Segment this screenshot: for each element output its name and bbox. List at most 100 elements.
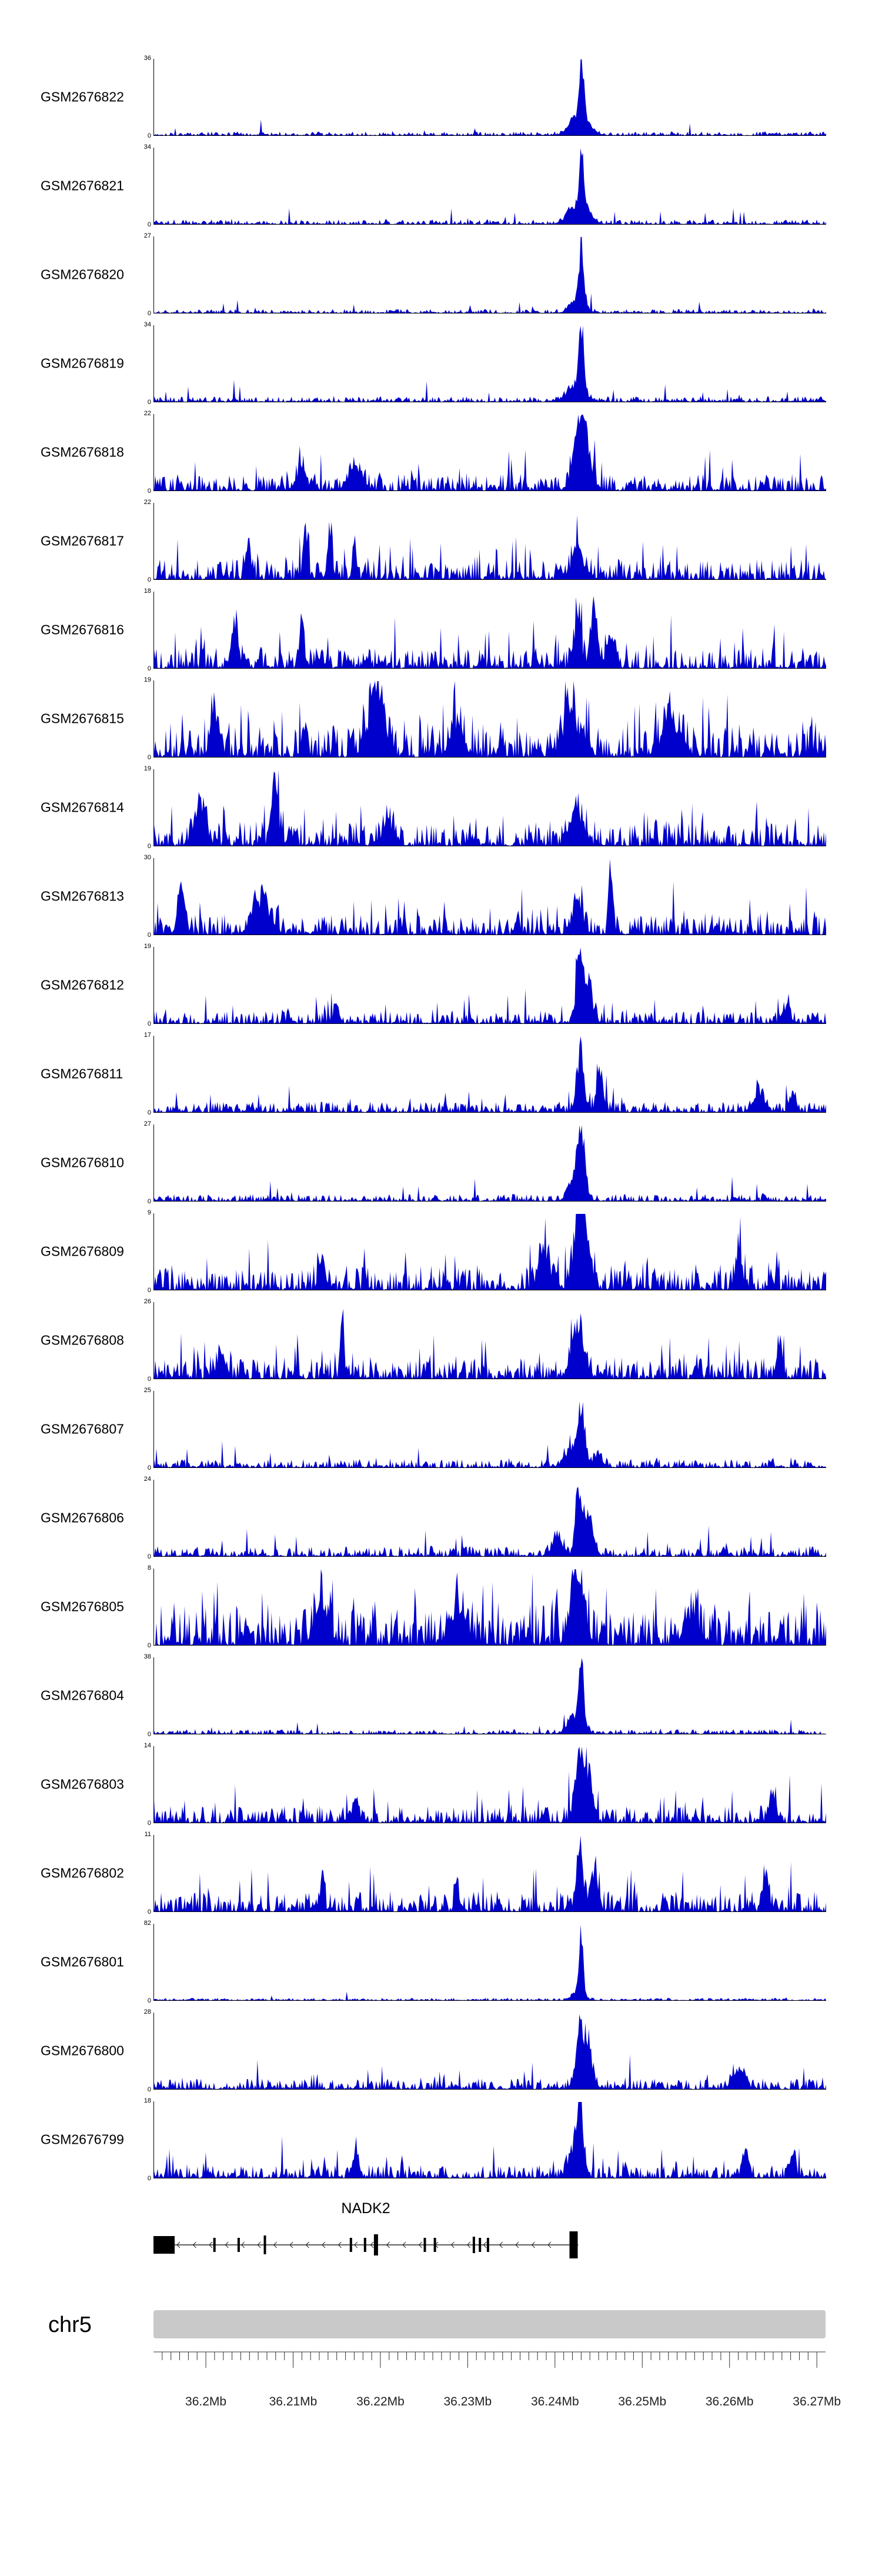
signal-plot bbox=[154, 1658, 826, 1734]
track-label: GSM2676817 bbox=[41, 533, 124, 549]
gene-exon bbox=[472, 2237, 475, 2253]
signal-plot bbox=[154, 2014, 826, 2089]
y-axis-max-label: 19 bbox=[143, 676, 151, 683]
signal-plot bbox=[154, 1924, 826, 2000]
signal-area bbox=[154, 681, 826, 757]
coverage-track: GSM2676801 82 0 bbox=[0, 1912, 882, 2004]
coverage-track: GSM2676802 11 0 bbox=[0, 1823, 882, 1916]
y-axis-zero-label: 0 bbox=[147, 932, 151, 939]
track-plot: 18 0 bbox=[144, 588, 826, 672]
y-axis-max-label: 24 bbox=[143, 1476, 151, 1483]
gene-exon bbox=[213, 2238, 216, 2252]
strand-arrow-left-icon bbox=[354, 2241, 358, 2248]
track-label: GSM2676808 bbox=[41, 1332, 124, 1348]
coverage-track: GSM2676799 18 0 bbox=[0, 2090, 882, 2182]
y-axis-max-label: 18 bbox=[143, 2097, 151, 2104]
track-label: GSM2676809 bbox=[41, 1243, 124, 1259]
coverage-track: GSM2676810 27 0 bbox=[0, 1113, 882, 1205]
signal-plot bbox=[154, 1036, 826, 1112]
track-plot: 19 0 bbox=[144, 943, 826, 1027]
chromosome-ideogram bbox=[153, 2310, 826, 2338]
y-axis-max-label: 27 bbox=[143, 232, 151, 239]
coverage-track: GSM2676816 18 0 bbox=[0, 580, 882, 672]
signal-area bbox=[154, 596, 826, 668]
track-plot: 24 0 bbox=[144, 1476, 826, 1560]
y-axis-max-label: 25 bbox=[143, 1387, 151, 1394]
signal-plot bbox=[154, 1836, 826, 1911]
signal-area bbox=[154, 1836, 826, 1911]
signal-area bbox=[154, 770, 826, 846]
signal-plot bbox=[154, 1125, 826, 1201]
track-label: GSM2676821 bbox=[41, 178, 124, 193]
gene-model-track bbox=[153, 2231, 579, 2258]
strand-arrow-left-icon bbox=[257, 2241, 261, 2248]
coverage-track: GSM2676804 38 0 bbox=[0, 1646, 882, 1738]
gene-exon bbox=[237, 2238, 240, 2252]
y-axis-zero-label: 0 bbox=[147, 754, 151, 761]
signal-area bbox=[154, 2014, 826, 2089]
track-plot: 28 0 bbox=[144, 2008, 826, 2093]
y-axis-max-label: 18 bbox=[143, 588, 151, 595]
track-plot: 27 0 bbox=[144, 232, 826, 317]
gene-exon bbox=[363, 2238, 366, 2252]
signal-plot bbox=[154, 326, 826, 402]
axis-tick-label: 36.23Mb bbox=[443, 2395, 492, 2408]
gene-exon bbox=[349, 2238, 352, 2252]
coverage-track: GSM2676820 27 0 bbox=[0, 225, 882, 317]
strand-arrow-left-icon bbox=[192, 2241, 196, 2248]
signal-area bbox=[154, 1747, 826, 1823]
signal-area bbox=[154, 1658, 826, 1734]
coverage-track: GSM2676819 34 0 bbox=[0, 313, 882, 406]
track-plot: 34 0 bbox=[144, 144, 826, 228]
signal-plot bbox=[154, 859, 826, 935]
gene-exon bbox=[486, 2238, 489, 2252]
strand-arrow-left-icon bbox=[402, 2241, 406, 2248]
y-axis-zero-label: 0 bbox=[147, 221, 151, 228]
strand-arrow-left-icon bbox=[418, 2241, 422, 2248]
coverage-track: GSM2676803 14 0 bbox=[0, 1734, 882, 1827]
track-label: GSM2676820 bbox=[41, 266, 124, 282]
coverage-track: GSM2676806 24 0 bbox=[0, 1468, 882, 1560]
signal-area bbox=[154, 1401, 826, 1467]
axis-tick-label: 36.24Mb bbox=[530, 2395, 579, 2408]
track-plot: 25 0 bbox=[144, 1387, 826, 1471]
gene-exon bbox=[479, 2238, 482, 2252]
track-plot: 11 0 bbox=[145, 1831, 826, 1916]
y-axis-zero-label: 0 bbox=[147, 1820, 151, 1827]
signal-area bbox=[154, 1036, 826, 1112]
y-axis-max-label: 14 bbox=[143, 1742, 151, 1749]
track-plot: 30 0 bbox=[144, 854, 826, 939]
y-axis-max-label: 19 bbox=[143, 943, 151, 950]
track-label: GSM2676814 bbox=[41, 799, 124, 815]
signal-area bbox=[154, 148, 826, 224]
track-label: GSM2676813 bbox=[41, 888, 124, 904]
signal-area bbox=[154, 1125, 826, 1201]
signal-plot bbox=[154, 1309, 826, 1379]
y-axis-zero-label: 0 bbox=[147, 132, 151, 139]
axis-tick-label: 36.27Mb bbox=[793, 2395, 841, 2408]
signal-plot bbox=[154, 1401, 826, 1467]
track-label: GSM2676799 bbox=[41, 2131, 124, 2147]
track-label: GSM2676815 bbox=[41, 710, 124, 726]
y-axis-zero-label: 0 bbox=[147, 1553, 151, 1560]
track-label: GSM2676804 bbox=[41, 1687, 124, 1703]
signal-area bbox=[154, 1924, 826, 2000]
signal-plot bbox=[154, 1747, 826, 1823]
signal-plot bbox=[154, 1569, 826, 1645]
coverage-track: GSM2676822 36 0 bbox=[0, 47, 882, 139]
strand-arrow-left-icon bbox=[386, 2241, 390, 2248]
track-plot: 36 0 bbox=[144, 55, 826, 139]
strand-arrow-left-icon bbox=[209, 2241, 213, 2248]
signal-area bbox=[154, 515, 826, 579]
coverage-track: GSM2676821 34 0 bbox=[0, 136, 882, 228]
strand-arrow-left-icon bbox=[305, 2241, 309, 2248]
signal-area bbox=[154, 415, 826, 490]
track-plot: 19 0 bbox=[144, 676, 826, 761]
y-axis-zero-label: 0 bbox=[147, 843, 151, 850]
y-axis-zero-label: 0 bbox=[147, 310, 151, 317]
genome-axis-labels: 36.2Mb 36.21Mb 36.22Mb 36.23Mb 36.24Mb 36.25M… bbox=[0, 2395, 882, 2413]
y-axis-zero-label: 0 bbox=[147, 665, 151, 672]
track-plot: 8 0 bbox=[148, 1564, 826, 1649]
signal-area bbox=[154, 1569, 826, 1645]
track-label: GSM2676803 bbox=[41, 1776, 124, 1792]
